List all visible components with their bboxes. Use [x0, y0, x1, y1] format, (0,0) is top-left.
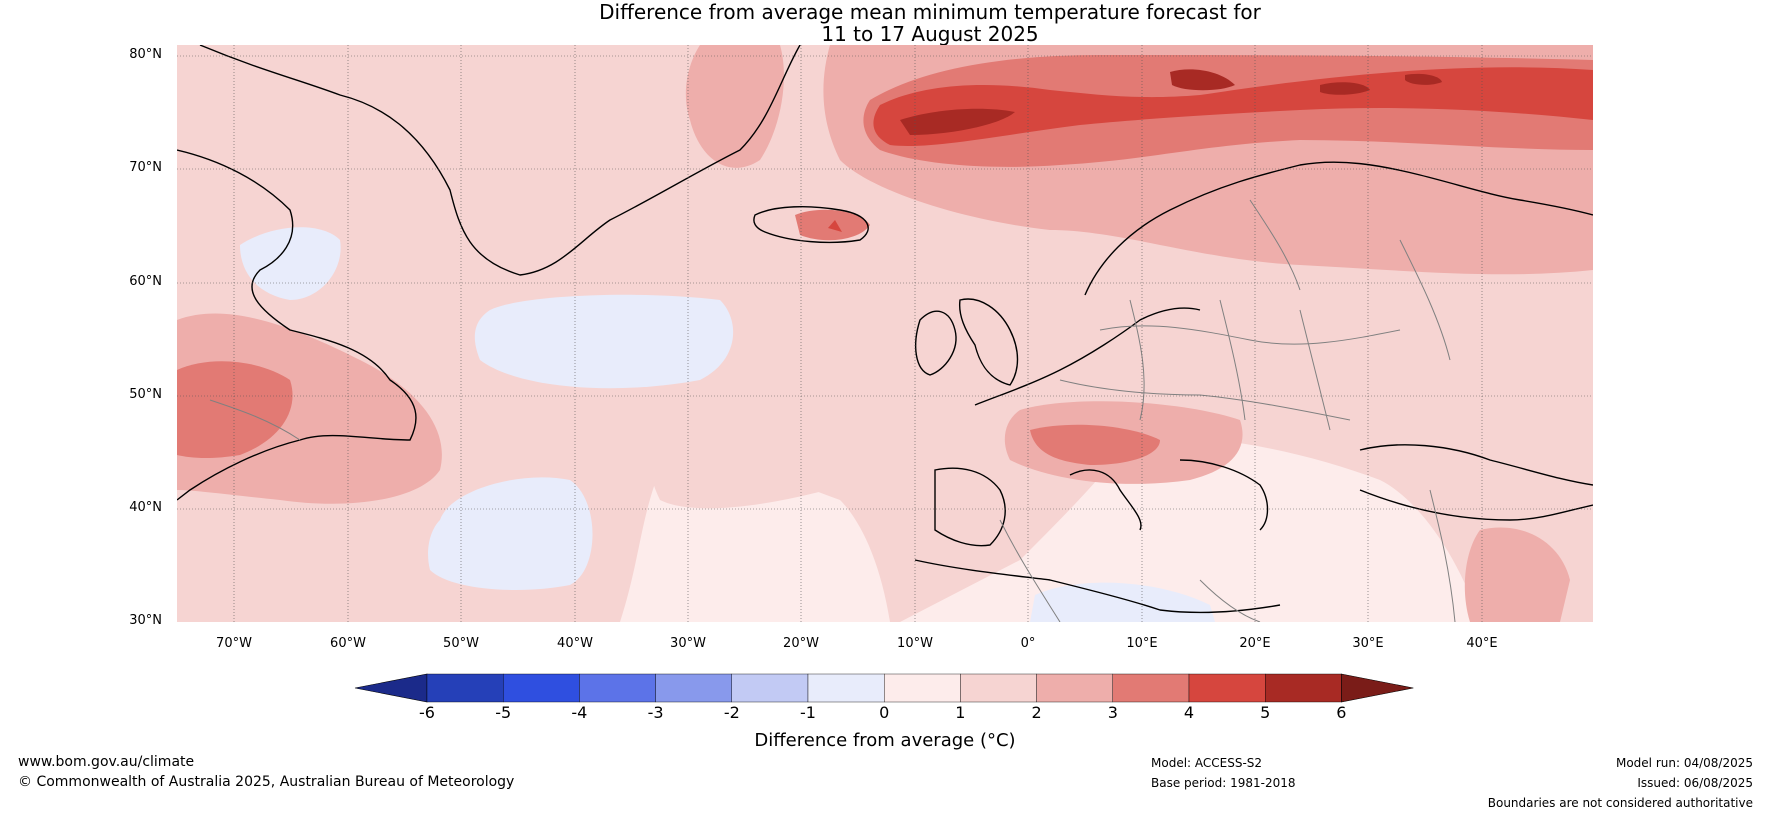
- anomaly-zone-5-6-sea: [900, 108, 1015, 135]
- colorbar-tick-label: -1: [800, 703, 816, 722]
- lon-label-40e: 40°E: [1466, 636, 1498, 651]
- map-area: [177, 45, 1593, 622]
- lon-label-30e: 30°E: [1352, 636, 1384, 651]
- lon-label-0: 0°: [1020, 636, 1036, 651]
- lon-label-10e: 10°E: [1126, 636, 1158, 651]
- lat-label-30n: 30°N: [129, 613, 162, 628]
- colorbar-box: [807, 673, 885, 703]
- anomaly-zone-iceland-peak: [828, 220, 842, 232]
- anomaly-zone-5-6-barents2: [1405, 73, 1442, 85]
- anomaly-zone-5-6-barents1: [1320, 82, 1370, 95]
- colorbar-box: [960, 673, 1037, 703]
- anomaly-zone-3-4-alps: [1030, 424, 1160, 465]
- colorbar-tick-label: -5: [495, 703, 512, 722]
- colorbar-tick-label: 2: [1031, 703, 1042, 722]
- colorbar-extend-low: [354, 673, 428, 703]
- colorbar-tick-label: 5: [1260, 703, 1271, 722]
- colorbar-tick-label: 3: [1107, 703, 1118, 722]
- anomaly-zone-atlantic: [648, 374, 894, 509]
- anomaly-zone-2-3-west: [177, 313, 442, 504]
- colorbar-tick-label: -2: [723, 703, 740, 722]
- colorbar-box: [1264, 673, 1342, 703]
- colorbar-tick-label: -3: [647, 703, 664, 722]
- colorbar-box: [1112, 673, 1190, 703]
- colorbar-tick-label: 1: [955, 703, 966, 722]
- website-text: www.bom.gov.au/climate: [18, 754, 195, 770]
- lat-label-40n: 40°N: [129, 500, 162, 515]
- anomaly-zone-4-5-north: [873, 67, 1593, 146]
- colorbar-tick-label: -4: [571, 703, 588, 722]
- lon-label-60w: 60°W: [330, 636, 366, 651]
- colorbar-box: [503, 673, 580, 703]
- colorbar-box: [884, 673, 961, 703]
- copyright-text: © Commonwealth of Australia 2025, Austra…: [18, 774, 515, 790]
- anomaly-zone-5-6-svalbard: [1170, 69, 1235, 91]
- lon-label-10w: 10°W: [897, 636, 933, 651]
- colorbar-tick-label: 6: [1336, 703, 1347, 722]
- lon-label-30w: 30°W: [670, 636, 706, 651]
- colorbar-box: [1188, 673, 1266, 703]
- base-period-text: Base period: 1981-2018: [1151, 776, 1296, 790]
- disclaimer-text: Boundaries are not considered authoritat…: [1487, 796, 1753, 810]
- borders: [209, 199, 1456, 622]
- colorbar-title: Difference from average (°C): [754, 730, 1016, 751]
- lat-label-50n: 50°N: [129, 387, 162, 402]
- colorbar-tick-label: 0: [879, 703, 890, 722]
- lon-label-20e: 20°E: [1239, 636, 1271, 651]
- colorbar-box: [731, 673, 809, 703]
- anomaly-zone-neg-africa: [1030, 582, 1215, 622]
- anomaly-zone-2-3-greenland: [685, 45, 784, 168]
- map-title-line2: 11 to 17 August 2025: [821, 22, 1039, 46]
- model-run-text: Model run: 04/08/2025: [1615, 756, 1753, 770]
- anomaly-zone-neg-atlantic-south: [428, 477, 593, 590]
- colorbar-box: [655, 673, 732, 703]
- colorbar-box: [579, 673, 656, 703]
- lon-label-20w: 20°W: [783, 636, 819, 651]
- issued-text: Issued: 06/08/2025: [1637, 776, 1753, 790]
- anomaly-zone-neg-labrador: [240, 227, 341, 300]
- lat-label-80n: 80°N: [129, 47, 162, 62]
- colorbar-tick-label: -6: [419, 703, 435, 722]
- colorbar-box: [426, 673, 504, 703]
- lon-label-40w: 40°W: [557, 636, 593, 651]
- model-text: Model: ACCESS-S2: [1151, 756, 1263, 770]
- colorbar-extend-high: [1341, 673, 1414, 703]
- graticule: [177, 45, 1593, 622]
- lon-label-70w: 70°W: [216, 636, 252, 651]
- anomaly-zone-3-4-west: [177, 361, 293, 459]
- lon-label-50w: 50°W: [443, 636, 479, 651]
- lat-label-60n: 60°N: [129, 274, 162, 289]
- anomaly-zone-2-3-mideast: [1464, 527, 1570, 622]
- colorbar-box: [1036, 673, 1113, 703]
- anomaly-zone-neg-atlantic-north: [474, 294, 734, 389]
- lat-label-70n: 70°N: [129, 160, 162, 175]
- colorbar: [354, 673, 1414, 703]
- map-title-line1: Difference from average mean minimum tem…: [599, 0, 1261, 24]
- colorbar-tick-label: 4: [1183, 703, 1195, 722]
